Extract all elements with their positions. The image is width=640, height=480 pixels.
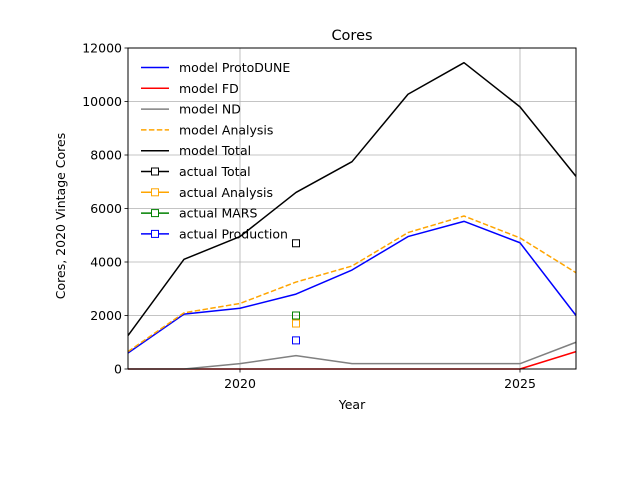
actual-analysis-marker — [292, 319, 300, 328]
model-protodune-legend-label: model ProtoDUNE — [179, 60, 290, 75]
model-nd-line — [128, 341, 577, 370]
model-total-legend-label: model Total — [179, 143, 251, 158]
model-nd-legend-label: model ND — [179, 102, 241, 117]
actual-total-marker — [292, 239, 300, 248]
actual-total-legend-label: actual Total — [179, 164, 251, 179]
actual-mars-marker — [292, 311, 300, 320]
y-tick-label: 10000 — [82, 94, 122, 109]
y-tick-label: 12000 — [82, 41, 122, 56]
y-tick-label: 2000 — [90, 308, 122, 323]
y-tick-label: 8000 — [90, 148, 122, 163]
chart-title: Cores — [331, 28, 372, 44]
model-total-line — [127, 61, 577, 337]
actual-analysis-legend-marker — [151, 188, 159, 197]
x-tick-label: 2020 — [224, 376, 256, 391]
actual-analysis-legend-label: actual Analysis — [179, 185, 273, 200]
x-axis-label: Year — [338, 397, 366, 412]
model-fd-legend-label: model FD — [179, 81, 239, 96]
legend: model ProtoDUNE model FD model ND model Ana… — [141, 60, 290, 241]
actual-production-legend-label: actual Production — [179, 226, 288, 241]
y-tick-label: 6000 — [90, 201, 122, 216]
y-tick-label: 0 — [114, 362, 122, 377]
actual-production-legend-marker — [151, 229, 159, 238]
actual-mars-legend-label: actual MARS — [179, 206, 257, 221]
x-tick-label: 2025 — [504, 376, 536, 391]
y-tick-label: 4000 — [90, 255, 122, 270]
model-analysis-line — [127, 215, 577, 353]
model-analysis-legend-label: model Analysis — [179, 122, 273, 137]
model-protodune-line — [127, 220, 577, 354]
actual-production-marker — [292, 336, 300, 345]
actual-total-legend-marker — [151, 167, 159, 176]
axes-layer: 0 2000 4000 6000 8000 10000 12000 2020 2025 — [82, 41, 536, 392]
actual-mars-legend-marker — [151, 209, 159, 218]
y-axis-label: Cores, 2020 Vintage Cores — [53, 133, 68, 299]
